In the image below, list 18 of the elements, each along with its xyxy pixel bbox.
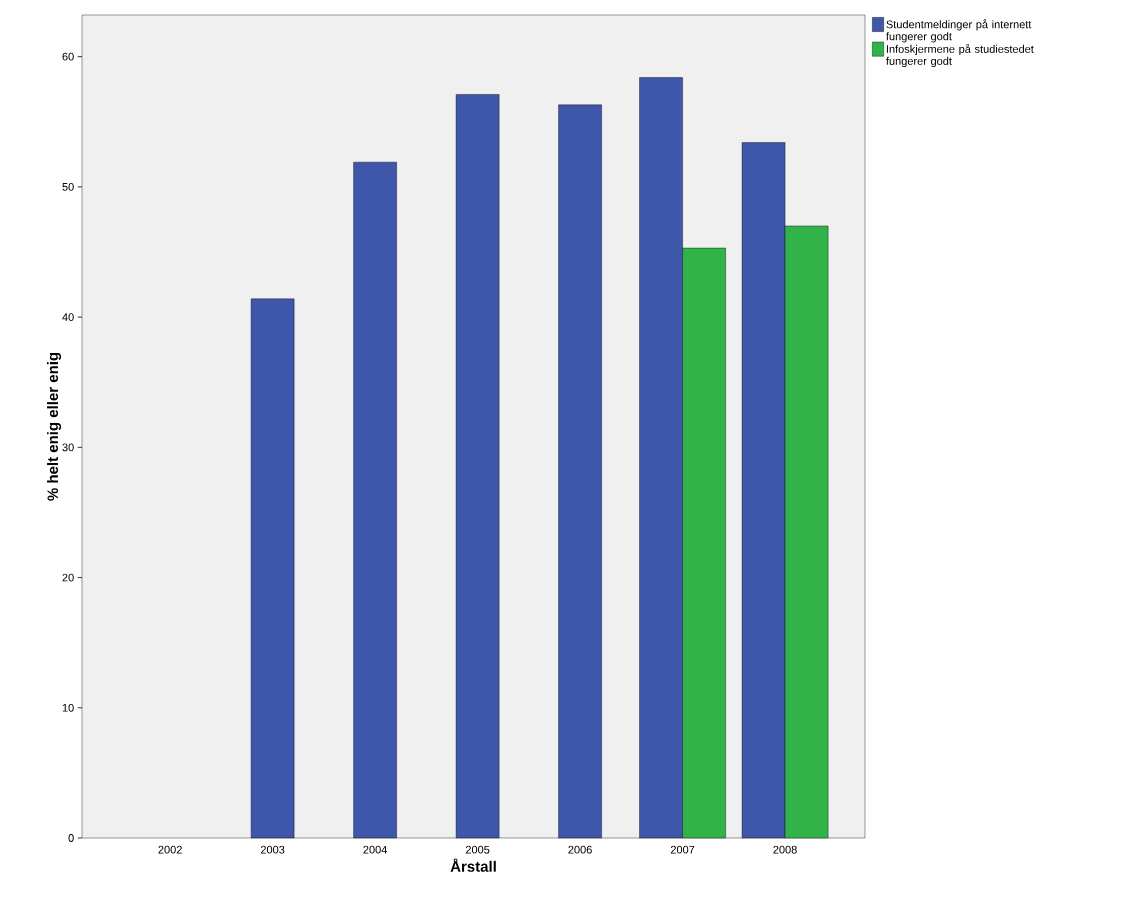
legend-label: Infoskjermene på studiestedet fungerer godt [886,43,1034,68]
y-tick-label: 0 [68,834,74,842]
x-tick-label: 2002 [158,845,182,854]
x-tick-label: 2005 [465,845,490,854]
y-tick-label: 60 [62,52,74,61]
y-tick-label: 50 [62,183,74,191]
y-tick-label: 30 [62,443,74,452]
legend-label: Studentmeldinger på internett fungerer godt [886,19,1032,43]
x-axis-title: Årstall [450,858,496,872]
x-tick-label: 2004 [363,845,388,854]
y-tick-label: 10 [62,703,74,712]
y-axis-title: % helt enig eller enig [47,352,62,501]
y-tick-label: 40 [62,313,74,321]
x-tick-label: 2008 [773,845,797,854]
x-tick-label: 2003 [260,845,285,854]
y-tick-label: 20 [62,573,74,582]
x-tick-label: 2007 [670,845,695,854]
x-tick-label: 2006 [568,845,592,854]
